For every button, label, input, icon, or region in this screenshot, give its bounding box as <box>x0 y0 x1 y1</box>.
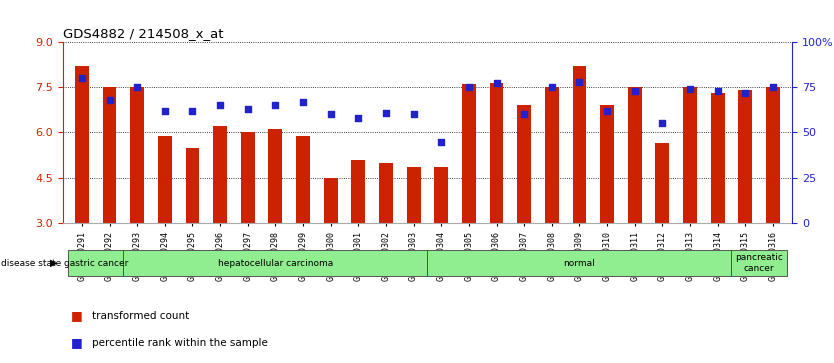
Bar <box>573 66 586 223</box>
Point <box>186 108 199 114</box>
Bar <box>462 84 476 223</box>
Text: ■: ■ <box>71 309 83 322</box>
Bar <box>103 87 117 223</box>
Point <box>600 108 614 114</box>
Point <box>518 111 531 117</box>
Point <box>573 79 586 85</box>
Text: ▶: ▶ <box>50 258 58 268</box>
Point <box>683 86 696 92</box>
Bar <box>241 132 254 223</box>
Bar <box>711 93 725 223</box>
Bar <box>351 160 365 223</box>
Bar <box>656 143 670 223</box>
Bar <box>75 66 88 223</box>
Text: normal: normal <box>564 259 595 268</box>
Point <box>490 81 503 86</box>
Point <box>628 88 641 94</box>
Point <box>75 75 88 81</box>
Bar <box>435 167 448 223</box>
Bar <box>296 135 310 223</box>
Text: pancreatic
cancer: pancreatic cancer <box>736 253 783 273</box>
Bar <box>490 82 504 223</box>
Bar <box>545 87 559 223</box>
Text: gastric cancer: gastric cancer <box>63 259 128 268</box>
Bar <box>517 105 531 223</box>
Point <box>214 102 227 108</box>
Point <box>324 111 337 117</box>
Bar <box>130 87 144 223</box>
Point <box>766 84 780 90</box>
Bar <box>185 148 199 223</box>
Bar <box>731 250 786 276</box>
Bar <box>738 90 752 223</box>
Bar <box>628 87 641 223</box>
Text: GDS4882 / 214508_x_at: GDS4882 / 214508_x_at <box>63 27 223 40</box>
Bar <box>158 135 172 223</box>
Point <box>379 110 393 115</box>
Bar <box>427 250 731 276</box>
Point <box>545 84 559 90</box>
Point <box>296 99 309 105</box>
Bar <box>68 250 123 276</box>
Point <box>656 121 669 126</box>
Point <box>739 90 752 95</box>
Bar <box>123 250 427 276</box>
Point <box>269 102 282 108</box>
Point <box>241 106 254 112</box>
Point <box>103 97 116 103</box>
Text: hepatocellular carcinoma: hepatocellular carcinoma <box>218 259 333 268</box>
Point <box>407 111 420 117</box>
Bar <box>379 163 393 223</box>
Point <box>158 108 172 114</box>
Point <box>435 139 448 144</box>
Text: transformed count: transformed count <box>92 311 189 321</box>
Bar <box>600 105 614 223</box>
Bar <box>683 87 697 223</box>
Bar <box>407 167 420 223</box>
Bar <box>324 178 338 223</box>
Bar <box>214 126 227 223</box>
Text: disease state: disease state <box>1 259 61 268</box>
Point <box>462 84 475 90</box>
Text: percentile rank within the sample: percentile rank within the sample <box>92 338 268 348</box>
Bar <box>766 87 780 223</box>
Point <box>711 88 725 94</box>
Point <box>352 115 365 121</box>
Bar <box>269 130 282 223</box>
Text: ■: ■ <box>71 337 83 350</box>
Point <box>130 84 143 90</box>
